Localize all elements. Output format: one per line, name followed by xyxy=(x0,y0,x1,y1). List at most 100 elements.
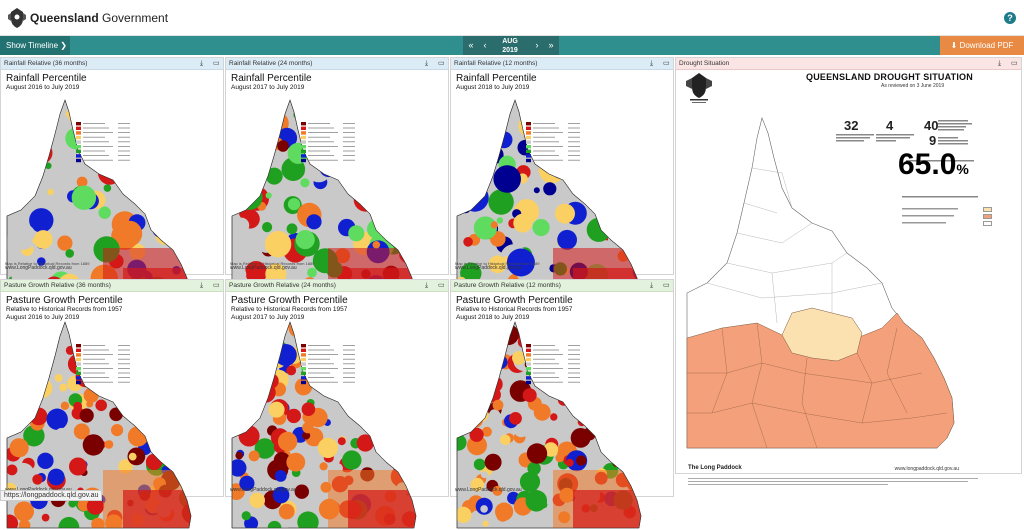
download-icon[interactable]: ⤓ xyxy=(650,282,657,289)
map-region xyxy=(289,320,307,337)
maximize-icon[interactable]: ▭ xyxy=(438,282,445,289)
map-region xyxy=(488,189,513,214)
map-region xyxy=(306,214,321,229)
legend-swatch xyxy=(301,159,306,162)
map-region xyxy=(144,351,155,362)
map-region xyxy=(170,414,184,428)
download-icon[interactable]: ⤓ xyxy=(425,282,432,289)
map-region xyxy=(128,394,145,411)
map-region xyxy=(154,432,160,438)
map-region xyxy=(117,323,128,334)
map-region xyxy=(463,237,473,247)
map-region xyxy=(592,109,616,133)
map-region xyxy=(256,369,271,384)
map-region xyxy=(72,186,96,210)
map-region xyxy=(302,422,313,433)
long-paddock-url[interactable]: www.longpaddock.qld.gov.au xyxy=(895,466,959,472)
legend-swatch xyxy=(76,131,81,134)
map-region xyxy=(408,454,424,471)
download-icon[interactable]: ⤓ xyxy=(200,282,207,289)
map-panel: Pasture Growth Relative (12 months) ⤓ ▭ … xyxy=(450,279,674,497)
map-region xyxy=(592,352,614,374)
map-region xyxy=(610,149,633,172)
map-region xyxy=(42,514,50,522)
maximize-icon[interactable]: ▭ xyxy=(663,282,670,289)
map-region xyxy=(616,122,641,147)
map-region xyxy=(558,394,569,405)
map-region xyxy=(9,177,22,190)
map-region xyxy=(363,154,382,173)
map-region xyxy=(401,156,418,173)
map-url[interactable]: www.LongPaddock.qld.gov.au xyxy=(230,488,297,493)
map-region xyxy=(154,432,167,445)
map-region xyxy=(467,412,483,428)
map-region xyxy=(611,432,627,448)
map-region xyxy=(136,328,151,343)
map-region xyxy=(146,327,165,346)
panel-header: Pasture Growth Relative (36 months) ⤓ ▭ xyxy=(1,280,223,292)
map-region xyxy=(254,405,262,413)
map-region xyxy=(358,122,381,145)
fine-print xyxy=(688,476,988,490)
download-icon[interactable]: ⤓ xyxy=(425,60,432,67)
map-region xyxy=(473,335,492,354)
legend-swatch xyxy=(301,140,306,143)
map-region xyxy=(9,365,30,386)
download-icon[interactable]: ⤓ xyxy=(650,60,657,67)
map-region xyxy=(397,331,409,343)
map-region xyxy=(394,150,413,169)
map-region xyxy=(14,370,26,382)
map-region xyxy=(244,354,251,361)
panel-header: Pasture Growth Relative (12 months) ⤓ ▭ xyxy=(451,280,673,292)
map-panel: Pasture Growth Relative (36 months) ⤓ ▭ … xyxy=(0,279,224,497)
drought-map xyxy=(682,113,972,463)
download-icon[interactable]: ⤓ xyxy=(200,60,207,67)
legend-swatch xyxy=(526,131,531,134)
map-region xyxy=(366,170,383,187)
map-region xyxy=(388,440,407,459)
map-region xyxy=(389,194,416,221)
last-date-button[interactable]: » xyxy=(543,36,559,55)
show-timeline-button[interactable]: Show Timeline ❯ xyxy=(0,36,70,55)
map-region xyxy=(162,320,181,336)
map-region xyxy=(461,366,481,386)
map-url[interactable]: www.LongPaddock.qld.gov.au xyxy=(455,266,522,271)
map-region xyxy=(178,239,193,254)
map-region xyxy=(625,98,649,124)
maximize-icon[interactable]: ▭ xyxy=(1011,60,1018,67)
map-region xyxy=(481,356,499,374)
map-region xyxy=(371,201,385,215)
map-region xyxy=(368,154,385,171)
map-region xyxy=(354,168,368,182)
maximize-icon[interactable]: ▭ xyxy=(213,282,220,289)
download-icon[interactable]: ⤓ xyxy=(998,60,1005,67)
brand-name[interactable]: Queensland Government xyxy=(30,11,168,25)
legend-swatch xyxy=(526,159,531,162)
map-url[interactable]: www.LongPaddock.qld.gov.au xyxy=(230,266,297,271)
map-region xyxy=(638,479,645,486)
maximize-icon[interactable]: ▭ xyxy=(213,60,220,67)
panel-header: Rainfall Relative (24 months) ⤓ ▭ xyxy=(226,58,448,70)
map-region xyxy=(587,218,611,242)
map-region xyxy=(235,452,243,460)
maximize-icon[interactable]: ▭ xyxy=(663,60,670,67)
map-region xyxy=(155,443,172,460)
map-region xyxy=(68,98,92,122)
map-region xyxy=(159,223,174,238)
map-region xyxy=(470,428,484,442)
map-region xyxy=(83,434,104,455)
map-region xyxy=(30,408,48,426)
help-icon[interactable]: ? xyxy=(1004,12,1016,24)
map-region xyxy=(453,353,470,374)
map-region xyxy=(374,380,392,398)
maximize-icon[interactable]: ▭ xyxy=(438,60,445,67)
map-url[interactable]: www.LongPaddock.qld.gov.au xyxy=(455,488,522,493)
map-url[interactable]: www.LongPaddock.qld.gov.au xyxy=(5,266,72,271)
download-pdf-button[interactable]: ⬇ Download PDF xyxy=(940,36,1024,55)
map-region xyxy=(608,229,630,251)
map-region xyxy=(128,328,138,338)
map-region xyxy=(111,424,123,436)
map-legend xyxy=(76,342,136,391)
map-region xyxy=(626,98,649,119)
map-region xyxy=(483,98,505,119)
